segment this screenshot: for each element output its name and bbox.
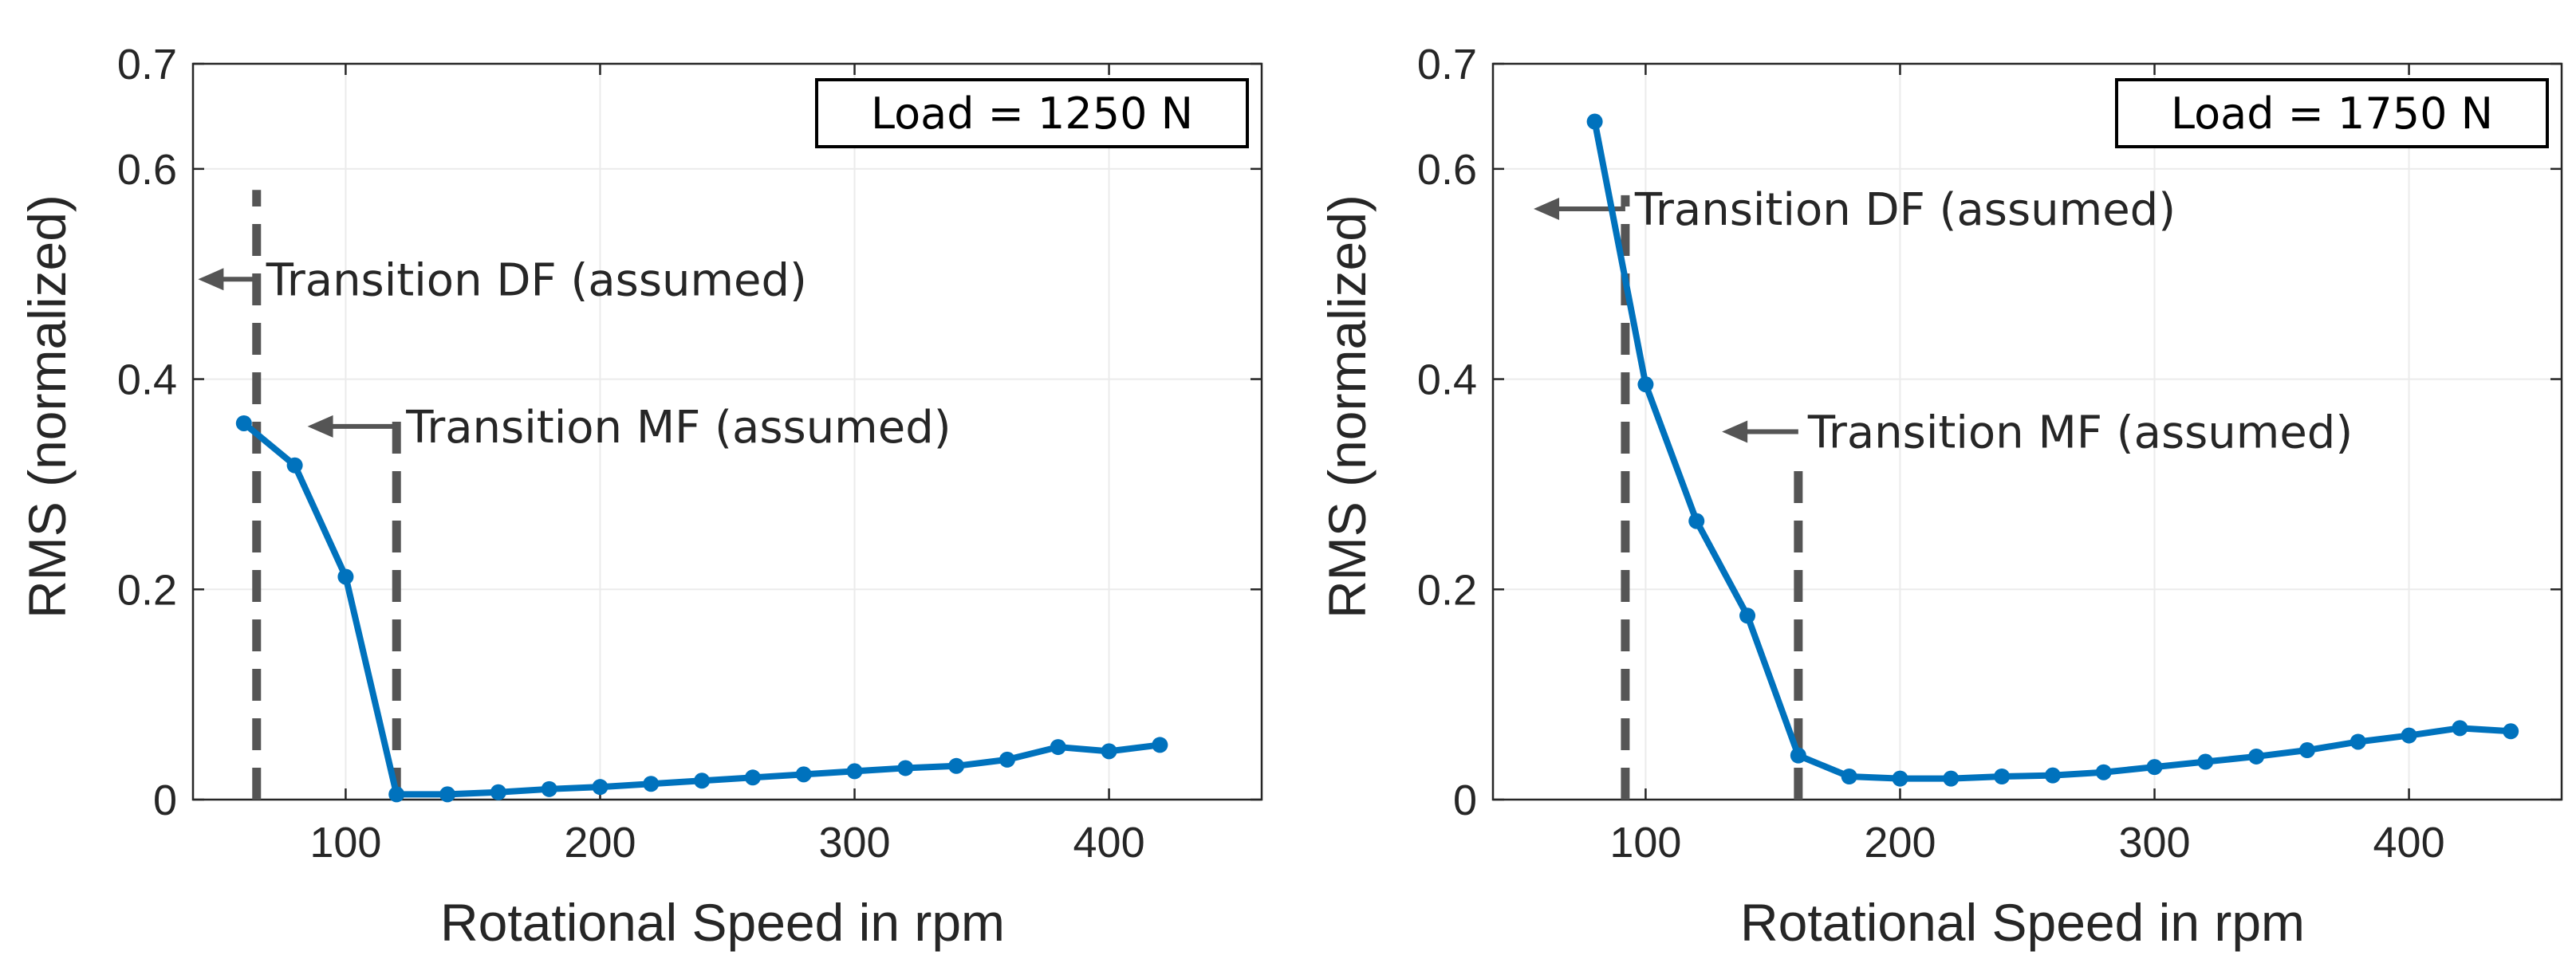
transition-label: Transition MF (assumed) [405,402,951,454]
x-tick-label: 100 [1609,819,1681,867]
axes-box [1491,62,2563,801]
data-point [2044,767,2061,784]
y-tick-label: 0.7 [1417,41,1477,88]
data-point [694,772,711,789]
data-point [1892,770,1908,787]
data-point [948,757,965,774]
data-point [235,415,252,431]
data-point [795,766,812,783]
x-tick-label: 400 [2373,819,2445,867]
transition-arrow-head [198,268,224,291]
data-point [1790,747,1806,764]
data-point [490,784,506,800]
data-point [2401,727,2417,744]
chart-panel-left: RMS (normalized) Rotational Speed in rpm… [18,41,1263,952]
transition-label: Transition DF (assumed) [266,254,807,306]
y-axis-label: RMS (normalized) [18,195,77,619]
transition-label: Transition MF (assumed) [1807,407,2353,459]
x-tick-label: 300 [818,819,890,867]
data-point [2146,759,2163,776]
y-tick-label: 0.4 [117,356,177,404]
series-line [242,420,1160,798]
legend-label: Load = 1250 N [871,88,1193,139]
y-tick-label: 0 [153,776,177,824]
axes-box [191,62,1263,801]
data-point [2298,742,2315,759]
data-point [2452,720,2468,737]
data-point [1101,743,1117,760]
data-point [286,457,303,474]
data-point [2503,723,2519,740]
chart-panel-right: RMS (normalized) Rotational Speed in rpm… [1318,41,2563,952]
x-tick-label: 400 [1073,819,1145,867]
data-point [1637,376,1654,393]
data-point [1586,113,1603,130]
transition-arrow-head [1722,420,1748,443]
y-tick-label: 0.6 [117,146,177,194]
y-tick-label: 0.2 [1417,566,1477,614]
y-tick-label: 0.2 [117,566,177,614]
data-point [846,763,863,780]
data-point [643,776,660,792]
legend-label: Load = 1750 N [2171,88,2493,139]
y-axis-label: RMS (normalized) [1318,195,1377,619]
data-point [1688,513,1705,529]
data-point [541,780,557,797]
data-point [2095,764,2112,780]
data-point [998,751,1015,768]
legend-box [2115,78,2549,148]
data-point [1994,768,2011,784]
data-point [388,786,405,803]
y-tick-label: 0 [1453,776,1477,824]
y-tick-label: 0.6 [1417,146,1477,194]
transition-label: Transition DF (assumed) [1634,184,2176,236]
legend-box [815,78,1249,148]
x-axis-label: Rotational Speed in rpm [440,893,1005,952]
transition-arrow-head [1534,197,1560,220]
data-point [1943,770,1960,787]
data-point [1152,737,1168,753]
data-point [439,786,456,803]
x-tick-label: 300 [2118,819,2190,867]
data-point [337,568,354,585]
x-tick-label: 100 [309,819,381,867]
y-tick-label: 0.7 [117,41,177,88]
data-point [2248,748,2265,765]
data-point [2197,753,2214,770]
data-point [592,779,609,796]
data-point [1841,768,1857,784]
data-point [897,760,914,776]
transition-arrow-head [307,415,333,438]
x-axis-label: Rotational Speed in rpm [1740,893,2305,952]
y-tick-label: 0.4 [1417,356,1477,404]
data-point [744,769,761,786]
data-point [2350,733,2366,750]
data-point [1050,739,1066,756]
x-tick-label: 200 [1864,819,1936,867]
data-point [1739,607,1756,624]
x-tick-label: 200 [564,819,636,867]
